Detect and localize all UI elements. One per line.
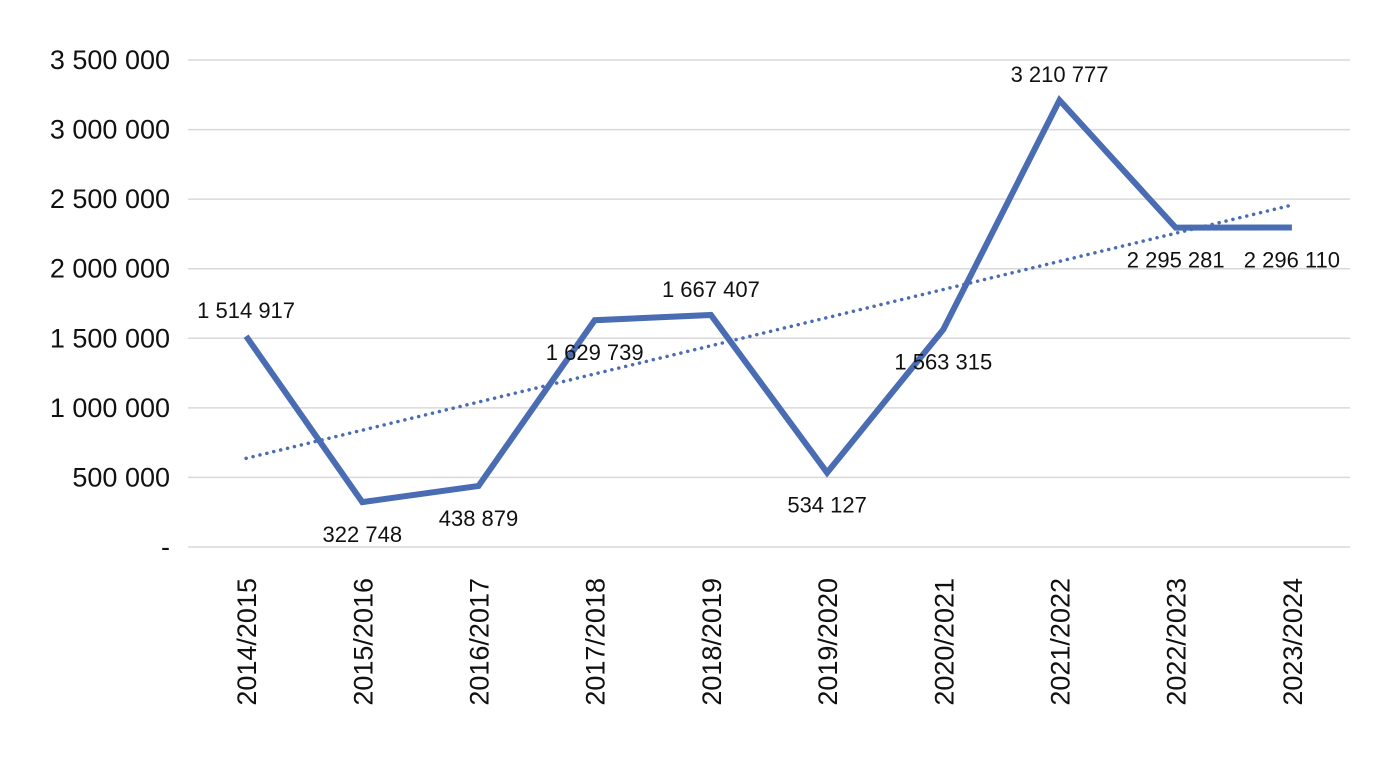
x-tick-label: 2018/2019 [697,578,727,706]
x-tick-label: 2019/2020 [813,578,843,706]
y-tick-label: - [161,532,170,562]
x-tick-label: 2022/2023 [1162,578,1192,706]
y-tick-label: 3 500 000 [50,45,170,75]
data-label: 3 210 777 [1011,62,1109,87]
y-tick-label: 500 000 [72,462,170,492]
y-axis-ticks: - 500 000 1 000 000 1 500 000 2 000 000 2 500… [50,45,170,562]
y-tick-label: 2 000 000 [50,254,170,284]
data-label: 1 629 739 [546,340,644,365]
x-tick-label: 2021/2022 [1046,578,1076,706]
data-label: 1 514 917 [197,298,295,323]
x-axis-ticks: 2014/2015 2015/2016 2016/2017 2017/2018 2018… [232,578,1308,706]
series-line [243,95,1292,506]
y-tick-label: 2 500 000 [50,184,170,214]
data-label: 534 127 [787,493,867,518]
data-label: 438 879 [439,506,519,531]
data-label: 2 295 281 [1127,248,1225,273]
trendline [244,203,1294,461]
series-layer [243,95,1292,506]
x-tick-label: 2020/2021 [929,578,959,706]
y-tick-label: 3 000 000 [50,115,170,145]
data-label: 322 748 [323,522,403,547]
trendline-layer [244,203,1294,461]
x-tick-label: 2023/2024 [1278,578,1308,706]
y-tick-label: 1 000 000 [50,393,170,423]
data-label: 1 563 315 [894,349,992,374]
data-label: 2 296 110 [1244,248,1340,273]
grid-layer [188,59,1350,548]
x-tick-label: 2016/2017 [465,578,495,706]
data-label-layer: 1 514 917 322 748 438 879 1 629 739 1 667 40… [197,62,1340,547]
x-tick-label: 2015/2016 [348,578,378,706]
y-tick-label: 1 500 000 [50,323,170,353]
x-tick-label: 2017/2018 [581,578,611,706]
x-tick-label: 2014/2015 [232,578,262,706]
data-label: 1 667 407 [662,277,760,302]
